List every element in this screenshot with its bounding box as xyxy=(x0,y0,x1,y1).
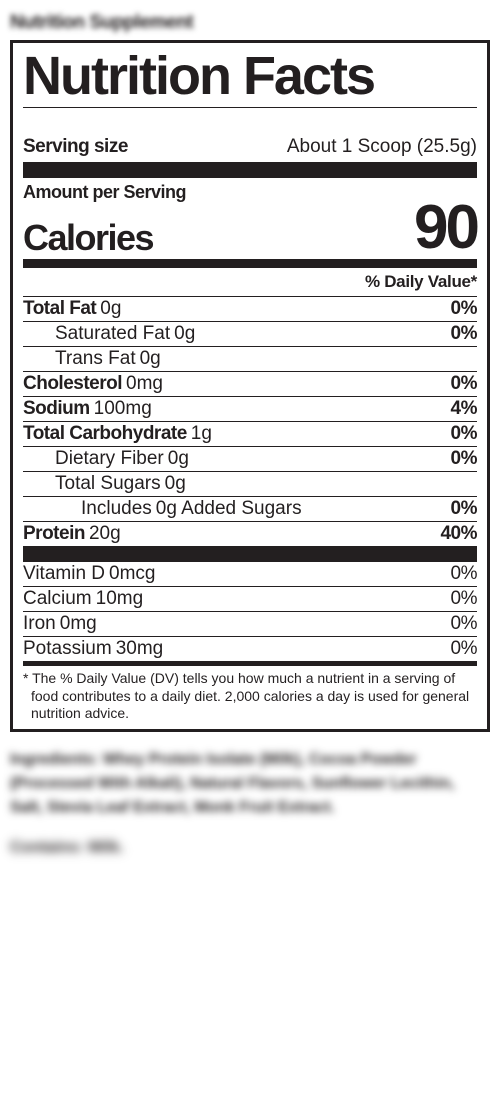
nutrient-row: Total Sugars0g xyxy=(23,471,477,496)
nutrient-row: Trans Fat0g xyxy=(23,346,477,371)
serving-size-label: Serving size xyxy=(23,136,128,158)
nutrients-list: Total Fat0g0%Saturated Fat0g0%Trans Fat0… xyxy=(23,296,477,546)
nutrient-row: Vitamin D0mcg 0% xyxy=(23,562,477,586)
divider-bar xyxy=(23,162,477,178)
nutrient-amount: 0g xyxy=(140,348,161,370)
nutrient-dv: 0% xyxy=(451,423,477,445)
nutrient-row: Includes0g Added Sugars 0% xyxy=(23,496,477,521)
nutrient-amount: 0mg xyxy=(126,373,163,395)
allergen-text: Contains: Milk. xyxy=(10,836,490,861)
nutrient-row: Iron0mg 0% xyxy=(23,611,477,636)
nutrient-amount: 1g xyxy=(191,423,212,445)
nutrient-amount: 10mg xyxy=(96,588,144,610)
daily-value-header: % Daily Value* xyxy=(23,268,477,296)
nutrient-amount: 0g Added Sugars xyxy=(156,498,302,520)
top-label: Nutrition Supplement xyxy=(10,12,490,34)
nutrient-amount: 0g xyxy=(174,323,195,345)
nutrient-dv: 0% xyxy=(451,298,477,320)
nutrient-row: Cholesterol0mg 0% xyxy=(23,371,477,396)
nutrient-amount: 100mg xyxy=(94,398,152,420)
nutrient-amount: 30mg xyxy=(116,638,164,660)
nutrient-name: Saturated Fat xyxy=(55,323,170,345)
nutrient-name: Vitamin D xyxy=(23,563,105,585)
calories-row: Calories 90 xyxy=(23,197,477,259)
nutrient-dv: 0% xyxy=(451,498,477,520)
nutrient-amount: 20g xyxy=(89,523,121,545)
nutrient-name: Cholesterol xyxy=(23,373,122,395)
nutrient-name: Total Sugars xyxy=(55,473,161,495)
nutrient-dv: 4% xyxy=(451,398,477,420)
nutrient-name: Sodium xyxy=(23,398,90,420)
nutrient-name: Iron xyxy=(23,613,56,635)
nutrient-amount: 0g xyxy=(168,448,189,470)
calories-value: 90 xyxy=(414,197,477,259)
nutrient-amount: 0mg xyxy=(60,613,97,635)
nutrient-dv: 40% xyxy=(440,523,477,545)
nutrient-name: Total Carbohydrate xyxy=(23,423,187,445)
nutrient-dv: 0% xyxy=(451,373,477,395)
nutrient-dv: 0% xyxy=(451,588,477,610)
vitamins-list: Vitamin D0mcg0%Calcium10mg0%Iron0mg0%Pot… xyxy=(23,562,477,661)
divider-bar xyxy=(23,259,477,268)
nutrient-row: Calcium10mg 0% xyxy=(23,586,477,611)
divider-bar xyxy=(23,546,477,562)
nutrient-name: Protein xyxy=(23,523,85,545)
nutrient-row: Saturated Fat0g 0% xyxy=(23,321,477,346)
ingredients-block: Ingredients: Whey Protein Isolate (Milk)… xyxy=(10,748,490,861)
calories-label: Calories xyxy=(23,217,153,259)
nutrient-name: Potassium xyxy=(23,638,112,660)
nutrient-row: Total Fat0g 0% xyxy=(23,296,477,321)
nutrient-name: Calcium xyxy=(23,588,92,610)
nutrient-amount: 0g xyxy=(100,298,121,320)
nutrient-row: Potassium30mg 0% xyxy=(23,636,477,661)
nutrient-name: Includes xyxy=(81,498,152,520)
daily-value-footnote: * The % Daily Value (DV) tells you how m… xyxy=(23,666,477,725)
serving-size-value: About 1 Scoop (25.5g) xyxy=(287,136,477,158)
nutrient-row: Total Carbohydrate1g 0% xyxy=(23,421,477,446)
nutrient-row: Dietary Fiber0g 0% xyxy=(23,446,477,471)
nutrient-name: Dietary Fiber xyxy=(55,448,164,470)
panel-title: Nutrition Facts xyxy=(23,49,477,108)
nutrient-row: Sodium100mg 4% xyxy=(23,396,477,421)
nutrient-name: Total Fat xyxy=(23,298,96,320)
nutrient-row: Protein20g 40% xyxy=(23,521,477,546)
nutrient-dv: 0% xyxy=(451,323,477,345)
nutrient-dv: 0% xyxy=(451,563,477,585)
serving-size-row: Serving size About 1 Scoop (25.5g) xyxy=(23,108,477,162)
nutrient-amount: 0mcg xyxy=(109,563,155,585)
nutrition-facts-panel: Nutrition Facts Serving size About 1 Sco… xyxy=(10,40,490,732)
nutrient-amount: 0g xyxy=(165,473,186,495)
ingredients-text: Ingredients: Whey Protein Isolate (Milk)… xyxy=(10,748,490,820)
nutrient-dv: 0% xyxy=(451,448,477,470)
nutrient-dv: 0% xyxy=(451,613,477,635)
nutrient-name: Trans Fat xyxy=(55,348,136,370)
nutrient-dv: 0% xyxy=(451,638,477,660)
